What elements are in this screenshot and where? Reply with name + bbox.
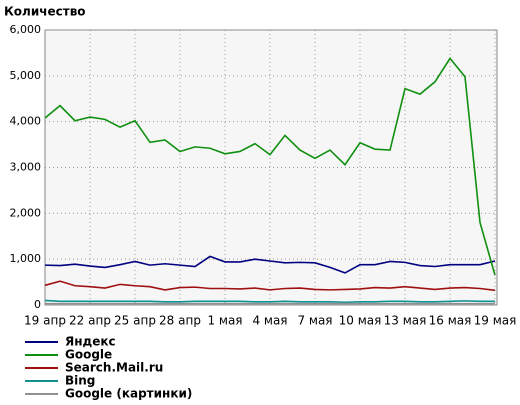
y-tick-label: 1,000: [10, 252, 42, 265]
series-line: [44, 255, 496, 274]
y-tick-label: 6,000: [10, 23, 42, 36]
y-tick-label: 0: [34, 298, 41, 311]
legend-label: Search.Mail.ru: [65, 361, 163, 375]
x-tick-label: 7 мая: [297, 314, 332, 328]
x-tick-label: 16 мая: [429, 314, 472, 328]
y-tick-label: 2,000: [10, 206, 42, 219]
legend-label: Google (картинки): [65, 387, 192, 401]
y-tick-label: 4,000: [10, 115, 42, 128]
legend-label: Google: [65, 348, 112, 362]
y-tick-label: 3,000: [10, 161, 42, 174]
x-tick-label: 28 апр: [159, 314, 201, 328]
x-tick-label: 25 апр: [114, 314, 156, 328]
x-tick-label: 19 мая: [474, 314, 517, 328]
y-tick-label: 5,000: [10, 69, 42, 82]
legend-label: Яндекс: [65, 335, 116, 349]
x-tick-label: 4 мая: [252, 314, 287, 328]
x-tick-label: 22 апр: [69, 314, 111, 328]
chart-title: Количество: [4, 5, 86, 19]
legend-label: Bing: [65, 374, 95, 388]
series-line: [44, 57, 496, 276]
x-tick-label: 1 мая: [207, 314, 242, 328]
x-tick-label: 13 мая: [384, 314, 427, 328]
x-tick-label: 19 апр: [24, 314, 66, 328]
series-line: [44, 299, 495, 304]
series-line: [44, 280, 496, 292]
x-tick-label: 10 мая: [339, 314, 382, 328]
